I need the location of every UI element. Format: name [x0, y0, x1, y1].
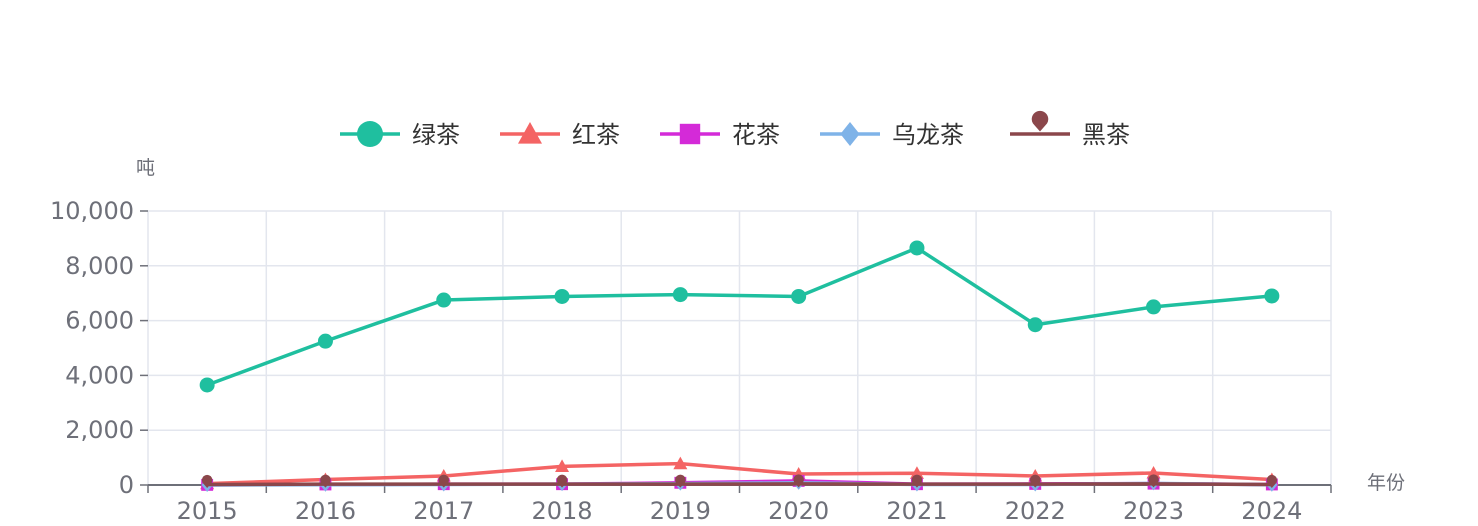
data-point — [199, 377, 215, 393]
x-tick-label: 2018 — [532, 497, 593, 525]
data-point — [672, 287, 688, 303]
x-tick-label: 2020 — [768, 497, 829, 525]
x-tick-label: 2019 — [650, 497, 711, 525]
data-point — [554, 288, 570, 304]
y-tick-label: 2,000 — [65, 416, 134, 444]
data-point — [1027, 317, 1043, 333]
x-tick-label: 2022 — [1005, 497, 1066, 525]
y-axis-label: 吨 — [136, 157, 155, 179]
legend-label: 红茶 — [572, 121, 620, 149]
series-line — [206, 246, 1273, 387]
x-tick-label: 2023 — [1123, 497, 1184, 525]
series-line — [207, 461, 1272, 486]
data-point — [1030, 474, 1041, 488]
data-point — [555, 459, 570, 472]
data-point — [675, 474, 686, 488]
axes: 0 2,000 4,000 6,000 8,000 10,000 2015 2016 2017 2… — [50, 197, 1332, 525]
legend-item-5[interactable]: 黑茶 — [1010, 110, 1130, 149]
x-tick-label: 2017 — [413, 497, 474, 525]
legend-marker — [357, 121, 383, 147]
x-tick-label: 2015 — [177, 497, 238, 525]
data-point — [909, 240, 925, 256]
legend-marker — [840, 122, 860, 146]
legend-marker — [679, 123, 701, 145]
legend-item-3[interactable]: 花茶 — [660, 121, 780, 149]
legend-label: 绿茶 — [412, 121, 460, 149]
data-point — [1146, 465, 1161, 479]
grid — [147, 210, 1332, 485]
y-tick-label: 4,000 — [65, 361, 134, 389]
data-point — [673, 456, 688, 470]
series-1 — [199, 240, 1280, 393]
legend-label: 乌龙茶 — [892, 121, 964, 149]
data-point — [791, 288, 807, 304]
series-5 — [201, 474, 1278, 488]
legend-item-4[interactable]: 乌龙茶 — [820, 121, 964, 149]
legend-label: 花茶 — [732, 121, 780, 149]
series-line — [207, 482, 1272, 487]
data-point — [320, 474, 331, 488]
x-axis-label: 年份 — [1367, 472, 1405, 494]
y-tick-label: 6,000 — [65, 307, 134, 335]
legend[interactable]: 绿茶 红茶 花茶 乌龙茶 黑茶 — [340, 110, 1130, 149]
x-tick-label: 2024 — [1241, 497, 1302, 525]
series-group — [199, 240, 1280, 492]
data-point — [909, 466, 924, 479]
data-point — [1264, 288, 1280, 304]
legend-marker — [518, 122, 542, 144]
data-point — [911, 474, 923, 488]
data-point — [1148, 474, 1159, 488]
y-tick-label: 10,000 — [50, 197, 134, 225]
x-tick-label: 2021 — [886, 497, 947, 525]
data-point — [317, 333, 333, 349]
y-tick-label: 8,000 — [65, 252, 134, 280]
legend-item-2[interactable]: 红茶 — [500, 121, 620, 149]
y-tick-label: 0 — [119, 471, 134, 499]
legend-marker — [1031, 110, 1049, 132]
data-point — [1146, 299, 1162, 315]
data-point — [201, 474, 213, 488]
data-point — [438, 474, 449, 488]
data-point — [556, 474, 568, 488]
data-point — [793, 474, 804, 488]
data-point — [1266, 474, 1278, 488]
data-point — [436, 292, 452, 308]
legend-label: 黑茶 — [1082, 121, 1130, 149]
x-tick-label: 2016 — [295, 497, 356, 525]
legend-item-1[interactable]: 绿茶 — [340, 121, 460, 149]
